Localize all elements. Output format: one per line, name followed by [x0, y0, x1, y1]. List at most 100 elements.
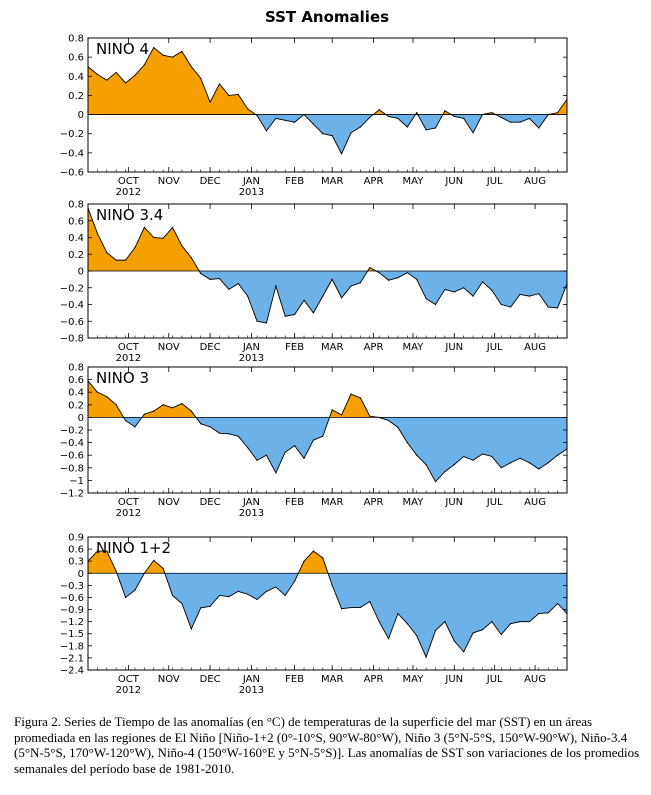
y-tick-label: −0.2	[60, 426, 84, 437]
data-point	[397, 426, 399, 429]
positive-anomaly-area	[88, 551, 329, 574]
data-point	[322, 133, 324, 135]
data-point	[162, 237, 164, 239]
data-point	[294, 445, 296, 447]
data-point	[547, 306, 549, 308]
x-month-label: APR	[364, 674, 384, 685]
data-point	[453, 464, 455, 466]
data-point	[538, 468, 540, 470]
data-point	[491, 621, 493, 623]
data-point	[481, 629, 484, 631]
data-point	[171, 594, 174, 597]
x-month-label: NOV	[158, 342, 180, 353]
data-point	[115, 404, 117, 406]
data-point	[294, 121, 296, 123]
negative-anomaly-area	[88, 573, 567, 658]
data-point	[350, 285, 352, 287]
data-point	[444, 288, 446, 291]
x-year-label: 2013	[239, 353, 264, 364]
data-point	[406, 126, 408, 128]
data-point	[350, 393, 352, 395]
negative-anomaly-area	[88, 271, 567, 323]
x-month-label: FEB	[285, 497, 304, 508]
region-label: NINO 3	[96, 369, 149, 387]
data-point	[162, 404, 164, 406]
y-tick-label: −0.8	[60, 463, 84, 474]
x-month-label: OCT	[118, 674, 140, 685]
y-tick-label: −1.8	[60, 641, 84, 652]
data-point	[190, 410, 192, 412]
data-point	[247, 108, 249, 110]
data-point	[284, 594, 286, 597]
data-point	[237, 282, 239, 285]
sst-series-line	[87, 380, 568, 483]
data-point	[200, 77, 202, 79]
data-point	[406, 272, 408, 274]
data-point	[153, 46, 155, 49]
data-point	[153, 236, 155, 239]
region-label: NINO 4	[96, 40, 149, 58]
data-point	[171, 56, 174, 58]
data-point	[387, 419, 390, 422]
data-point	[387, 115, 390, 118]
data-point	[397, 277, 399, 279]
data-point	[106, 251, 108, 254]
x-month-label: JUN	[444, 497, 463, 508]
data-point	[96, 73, 98, 75]
x-month-label: APR	[364, 497, 384, 508]
x-month-label: AUG	[524, 176, 546, 187]
y-tick-label: 0.8	[68, 34, 84, 45]
data-point	[200, 272, 202, 275]
sst-anomalies-figure: SST Anomalies 0.80.60.40.20−0.2−0.4−0.6O…	[60, 8, 568, 696]
x-year-label: 2012	[116, 353, 141, 364]
x-month-label: JAN	[242, 342, 260, 353]
x-month-label: JUN	[444, 342, 463, 353]
data-point	[378, 109, 380, 111]
x-month-label: NOV	[158, 674, 180, 685]
data-point	[557, 454, 559, 456]
data-point	[153, 559, 155, 561]
data-point	[171, 407, 174, 409]
data-point	[284, 451, 286, 453]
data-point	[510, 462, 512, 464]
data-point	[350, 606, 352, 609]
x-month-label: MAY	[403, 497, 425, 508]
y-tick-label: −0.2	[60, 283, 84, 294]
sst-series-line	[87, 46, 568, 155]
data-point	[500, 303, 502, 306]
data-point	[322, 435, 324, 437]
y-tick-label: −0.6	[60, 317, 84, 328]
data-point	[463, 455, 465, 458]
data-point	[153, 410, 155, 412]
data-point	[134, 74, 136, 76]
data-point	[256, 320, 258, 322]
x-month-label: AUG	[524, 674, 546, 685]
x-year-label: 2012	[116, 685, 141, 696]
data-point	[538, 127, 540, 129]
data-point	[134, 426, 136, 428]
data-point	[228, 94, 230, 97]
data-point	[218, 83, 221, 85]
data-point	[247, 295, 249, 297]
x-month-label: MAR	[321, 497, 343, 508]
data-point	[453, 291, 455, 293]
sst-series-line	[87, 208, 568, 324]
data-point	[481, 453, 484, 455]
data-point	[538, 612, 540, 615]
y-tick-label: 0.8	[68, 363, 84, 374]
data-point	[256, 459, 258, 461]
data-point	[557, 602, 559, 605]
y-tick-label: −0.9	[60, 605, 84, 616]
y-tick-label: −0.8	[60, 334, 84, 345]
x-month-label: MAY	[403, 176, 425, 187]
x-month-label: JUL	[486, 176, 503, 187]
data-point	[265, 130, 268, 132]
data-point	[228, 433, 230, 435]
data-point	[519, 293, 521, 296]
sst-series-line	[87, 550, 568, 659]
data-point	[547, 612, 549, 614]
y-tick-label: 0.4	[68, 233, 84, 244]
y-tick-label: 0.9	[68, 533, 84, 544]
plot-frame	[87, 536, 568, 671]
